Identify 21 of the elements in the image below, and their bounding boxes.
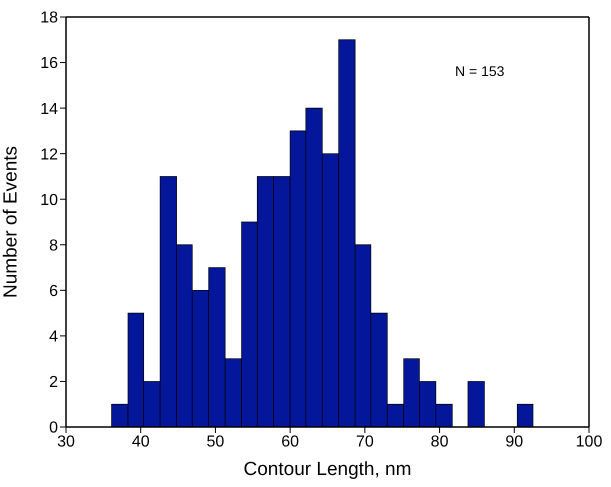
y-tick-label: 0 [49,420,58,437]
x-tick-label: 80 [430,433,449,450]
x-tick-label: 60 [281,433,300,450]
y-tick-label: 6 [49,283,58,300]
annotation: N = 153 [455,63,504,79]
y-tick-label: 12 [40,146,58,164]
x-tick-label: 40 [132,433,150,450]
x-tick-label: 70 [356,433,374,450]
y-tick-label: 16 [40,55,58,72]
x-tick-label: 100 [576,433,602,450]
y-tick-label: 18 [40,10,58,27]
y-tick-label: 8 [49,237,58,254]
x-axis-title: Contour Length, nm [244,459,412,480]
y-axis-title: Number of Events [0,146,22,298]
y-tick-label: 4 [49,328,58,346]
x-tick-label: 90 [505,433,524,450]
y-tick-label: 14 [40,100,58,118]
y-tick-label: 2 [49,374,58,392]
x-tick-label: 50 [206,433,224,450]
y-tick-label: 10 [40,192,58,209]
x-tick-label: 30 [57,433,75,450]
